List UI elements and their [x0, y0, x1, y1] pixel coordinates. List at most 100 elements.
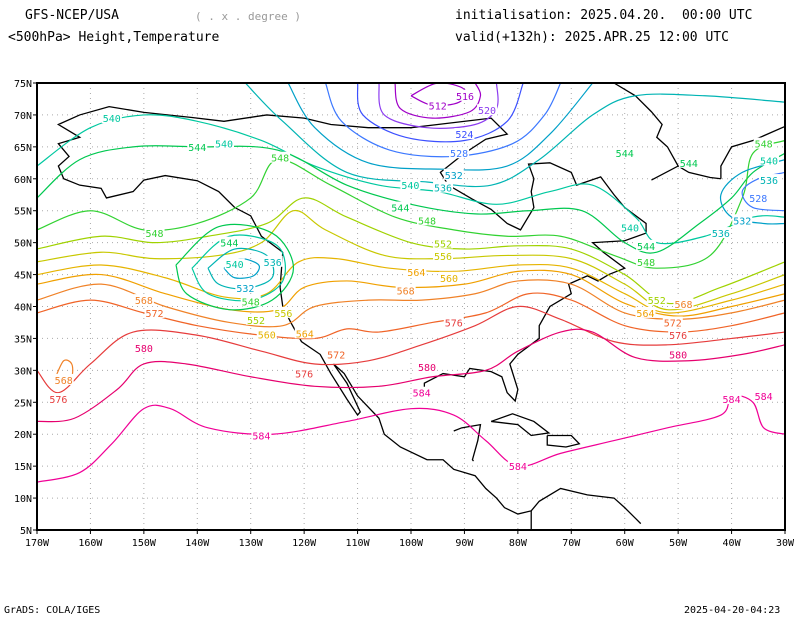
contour-528	[324, 83, 562, 158]
contour-label-bg	[753, 137, 774, 149]
contour-label: 576	[669, 331, 687, 342]
contour-label: 536	[760, 176, 778, 187]
contour-label-bg	[732, 214, 753, 226]
contour-label-bg	[101, 112, 122, 124]
contour-536	[207, 247, 275, 290]
contour-label: 580	[135, 344, 153, 355]
contour-label: 576	[445, 318, 463, 329]
contour-label-bg	[406, 266, 427, 278]
contour-label: 544	[391, 204, 409, 215]
contour-label: 576	[49, 395, 67, 406]
contour-label-bg	[443, 168, 464, 180]
coastline-segment	[56, 105, 647, 403]
contour-label: 548	[242, 297, 260, 308]
contour-label: 568	[55, 376, 73, 387]
contour-label-bg	[477, 104, 498, 116]
contour-label: 556	[274, 309, 292, 320]
contour-label: 512	[429, 101, 447, 112]
lat-label: 55N	[14, 207, 32, 218]
contour-label: 540	[226, 260, 244, 271]
contour-label-bg	[620, 221, 641, 233]
contour-label-bg	[326, 348, 347, 360]
contour-544	[37, 145, 785, 254]
lon-label: 50W	[669, 538, 688, 549]
contour-label: 584	[509, 462, 527, 473]
contour-label-bg	[187, 140, 208, 152]
contour-label-bg	[251, 429, 272, 441]
lat-label: 75N	[14, 79, 32, 90]
contour-label: 532	[733, 216, 751, 227]
lon-label: 60W	[616, 538, 635, 549]
contour-label: 540	[401, 181, 419, 192]
contour-label: 548	[755, 140, 773, 151]
contour-label-bg	[219, 236, 240, 248]
contour-label: 544	[637, 242, 655, 253]
field-title: <500hPa> Height,Temperature	[8, 30, 220, 45]
contour-label: 572	[327, 350, 345, 361]
contour-label-bg	[390, 201, 411, 213]
contour-label-bg	[507, 460, 528, 472]
contour-label: 584	[723, 395, 741, 406]
lon-label: 160W	[78, 538, 103, 549]
contour-label: 532	[445, 171, 463, 182]
contour-label-bg	[614, 147, 635, 159]
contour-label: 576	[295, 370, 313, 381]
contour-label: 548	[146, 229, 164, 240]
contour-label: 540	[760, 156, 778, 167]
contour-label-bg	[668, 348, 689, 360]
contour-label-bg	[240, 295, 261, 307]
contour-540	[191, 234, 286, 302]
contour-label-bg	[635, 306, 656, 318]
contour-576	[37, 305, 785, 394]
contour-label-bg	[400, 179, 421, 191]
lon-label: 80W	[509, 538, 528, 549]
contour-label: 544	[616, 149, 634, 160]
contour-label: 568	[674, 300, 692, 311]
lat-label: 5N	[20, 526, 32, 537]
contour-label-bg	[262, 255, 283, 267]
lat-label: 70N	[14, 111, 32, 122]
lat-label: 30N	[14, 366, 32, 377]
contour-label-bg	[636, 239, 657, 251]
lat-label: 60N	[14, 175, 32, 186]
contour-label-bg	[668, 329, 689, 341]
coastline-segment	[677, 165, 721, 180]
contour-label-bg	[662, 316, 683, 328]
contour-label: 552	[648, 296, 666, 307]
contour-labels: 5125165205245285325365405445485485445405…	[48, 89, 779, 473]
contour-label-bg	[455, 89, 476, 101]
render-timestamp: 2025-04-20-04:23	[684, 605, 781, 616]
contour-label-bg	[144, 306, 165, 318]
contour-label-bg	[439, 271, 460, 283]
contour-label: 532	[236, 284, 254, 295]
lon-label: 30W	[776, 538, 795, 549]
axis-labels: 170W 160W 150W 140W 130W 120W 110W 100W 90W 80W 70…	[14, 79, 795, 549]
lon-label: 40W	[723, 538, 742, 549]
contour-label: 568	[135, 296, 153, 307]
contour-label-bg	[214, 137, 234, 149]
contour-label: 564	[407, 268, 425, 279]
contour-label-bg	[748, 191, 769, 203]
contour-label: 536	[712, 229, 730, 240]
coastline-segment	[720, 125, 786, 179]
contour-label: 556	[434, 252, 452, 263]
contour-group	[37, 83, 785, 483]
contour-544	[175, 223, 295, 311]
contour-536	[244, 83, 785, 188]
lon-label: 120W	[292, 538, 317, 549]
contour-label-bg	[235, 281, 256, 293]
lon-label: 140W	[185, 538, 210, 549]
contour-516	[394, 83, 482, 119]
contour-label-bg	[636, 255, 657, 267]
contour-label-bg	[294, 367, 315, 379]
contour-label-bg	[758, 174, 779, 186]
contour-label: 536	[264, 258, 282, 269]
model-title: GFS-NCEP/USA	[25, 8, 119, 23]
contour-540	[37, 114, 785, 245]
contour-label: 584	[252, 431, 270, 442]
contour-532	[287, 83, 594, 171]
contour-label: 580	[418, 363, 436, 374]
contour-label-bg	[395, 284, 416, 296]
lat-label: 50N	[14, 239, 32, 250]
contour-label-bg	[273, 306, 294, 318]
